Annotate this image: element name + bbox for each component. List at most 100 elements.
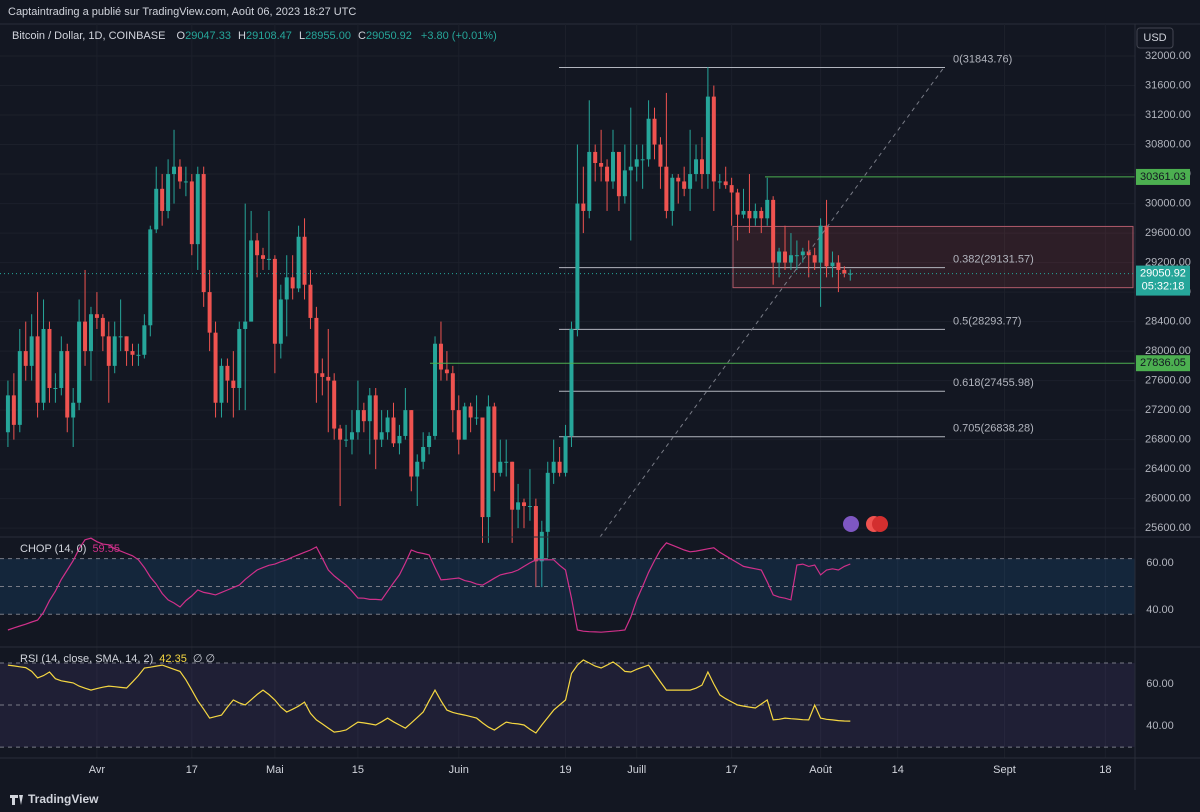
candle-body: [587, 151, 592, 211]
fib-label: 0.382(29131.57): [953, 254, 1034, 266]
indicator-name: RSI (14, close, SMA, 14, 2): [20, 653, 153, 665]
candle-body: [29, 336, 34, 366]
level-badge: [1136, 355, 1190, 372]
x-tick-label: Mai: [266, 764, 284, 776]
candle-body: [266, 258, 271, 260]
candle-body: [788, 255, 793, 263]
candle-body: [456, 410, 461, 440]
x-tick-label: 17: [186, 764, 198, 776]
candle-body: [237, 328, 242, 388]
candle-body: [646, 118, 651, 160]
candle-body: [421, 447, 426, 462]
footer: [0, 790, 1200, 812]
candle-body: [326, 376, 331, 381]
y-tick-label: 28400.00: [1145, 316, 1191, 328]
candle-body: [11, 395, 16, 425]
candle-body: [41, 328, 46, 403]
legend-key: C: [358, 30, 366, 42]
candle-body: [65, 351, 70, 418]
candle-body: [705, 96, 710, 175]
candle-body: [575, 203, 580, 329]
candle-body: [207, 292, 212, 333]
candle-body: [427, 435, 432, 448]
y-tick-label: 32000.00: [1145, 50, 1191, 62]
candle-body: [818, 225, 823, 263]
candle-body: [498, 461, 503, 473]
candle-body: [284, 277, 289, 300]
candle-body: [243, 321, 248, 329]
candle-body: [658, 144, 663, 167]
candle-body: [261, 255, 266, 259]
candle-body: [640, 159, 645, 161]
candle-body: [53, 387, 58, 389]
candle-body: [729, 185, 734, 193]
candle-body: [652, 118, 657, 145]
candle-body: [302, 236, 307, 285]
candle-body: [136, 354, 141, 356]
y-tick-label: 29200.00: [1145, 256, 1191, 268]
fib-label: 0(31843.76): [953, 53, 1012, 65]
candle-body: [830, 262, 835, 267]
zone: [732, 225, 1134, 289]
candle-body: [373, 395, 378, 440]
candle-body: [628, 166, 633, 171]
candle-body: [444, 369, 449, 374]
currency-button[interactable]: [1136, 27, 1174, 49]
candle-body: [415, 461, 420, 477]
change: +3.80 (+0.01%): [421, 30, 497, 42]
candle-body: [438, 343, 443, 370]
candle-body: [391, 417, 396, 444]
fib-label: 0.5(28293.77): [953, 315, 1022, 327]
legend: Bitcoin / Dollar, 1D, COINBASE O29047.33…: [12, 30, 497, 42]
candle-body: [806, 251, 811, 256]
publisher: Captaintrading a publié sur TradingView.…: [8, 6, 356, 18]
event-icon[interactable]: [843, 516, 859, 532]
indicator-tick-label: 40.00: [1146, 604, 1174, 616]
candle-body: [124, 336, 129, 352]
candle-body: [332, 380, 337, 429]
legend-value: 29108.47: [246, 30, 292, 42]
level-label: 27836.05: [1140, 357, 1186, 369]
legend-value: 29050.92: [366, 30, 412, 42]
x-tick-label: 18: [1099, 764, 1111, 776]
candle-body: [492, 406, 497, 473]
candle-body: [610, 151, 615, 182]
indicator-tick-label: 40.00: [1146, 720, 1174, 732]
event-icon[interactable]: [872, 516, 888, 532]
indicator-value: 59.55: [92, 543, 120, 555]
candle-body: [551, 461, 556, 473]
indicator-tick-label: 60.00: [1146, 678, 1174, 690]
candle-body: [462, 406, 467, 440]
x-tick-label: 17: [726, 764, 738, 776]
currency[interactable]: USD: [1143, 32, 1166, 44]
indicator-extra: ∅ ∅: [193, 653, 215, 665]
candle-body: [17, 351, 22, 425]
candle-body: [794, 255, 799, 257]
candle-body: [670, 177, 675, 211]
candle-body: [563, 435, 568, 473]
candle-body: [183, 181, 188, 183]
candle-body: [106, 336, 111, 366]
candle-body: [219, 365, 224, 403]
x-tick-label: 19: [559, 764, 571, 776]
indicator-name: CHOP (14, 0): [20, 543, 86, 555]
candle-body: [23, 351, 28, 366]
candle-body: [83, 321, 88, 352]
candle-body: [711, 96, 716, 182]
candle-body: [249, 240, 254, 322]
y-tick-label: 28000.00: [1145, 345, 1191, 357]
candle-body: [77, 321, 82, 403]
candle-body: [800, 251, 805, 256]
candle-body: [355, 410, 360, 433]
y-tick-label: 26800.00: [1145, 434, 1191, 446]
candle-body: [160, 188, 165, 211]
candle-body: [771, 199, 776, 263]
candle-body: [682, 181, 687, 189]
x-tick-label: Juill: [627, 764, 646, 776]
legend-key: H: [238, 30, 246, 42]
candle-body: [338, 428, 343, 440]
y-tick-label: 30800.00: [1145, 138, 1191, 150]
trend-line: [599, 65, 946, 538]
